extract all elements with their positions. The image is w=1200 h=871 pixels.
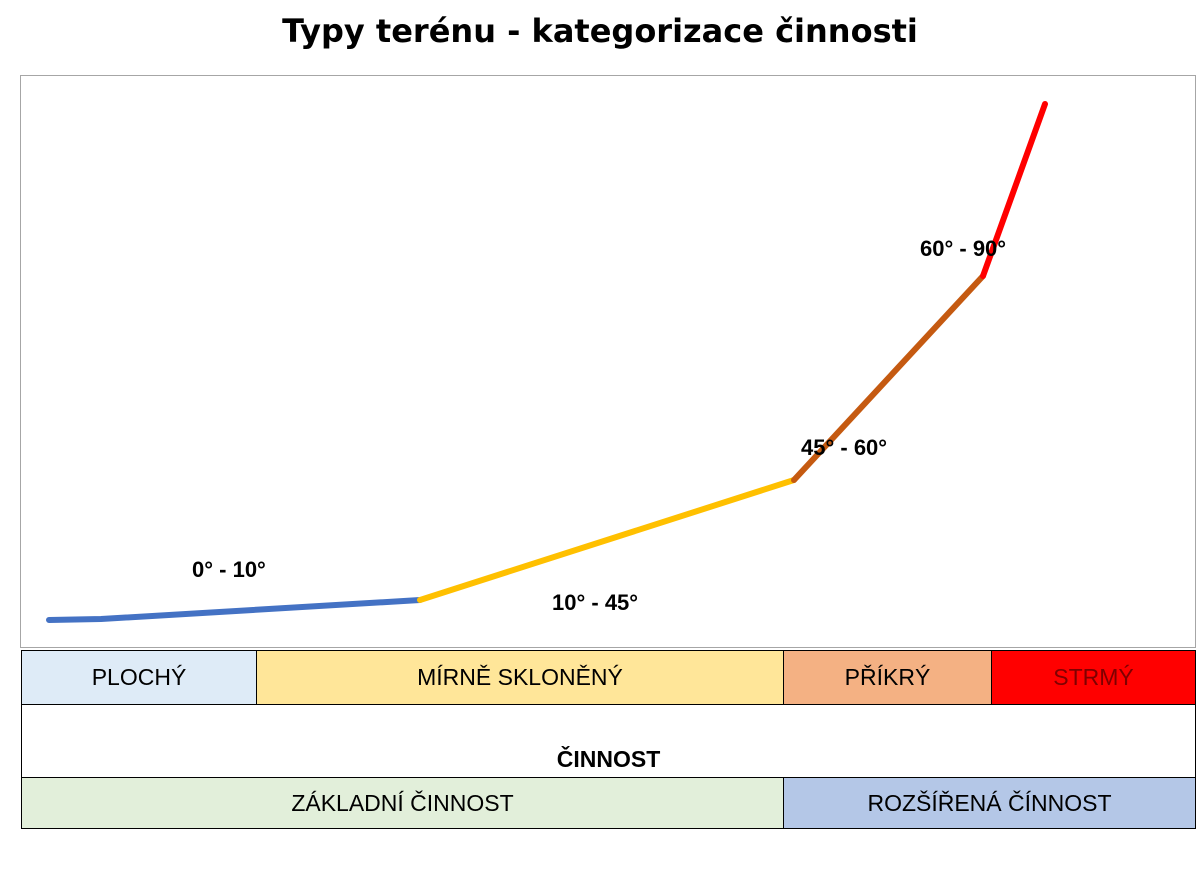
terrain-profile-area: 0° - 10° 10° - 45° 45° - 60° 60° - 90° — [20, 75, 1196, 648]
segment-line-steep — [791, 273, 986, 483]
segment-label-gentle: 10° - 45° — [552, 590, 639, 615]
segment-label-vertical: 60° - 90° — [920, 236, 1007, 261]
terrain-cell-vertical: STRMÝ — [992, 651, 1195, 704]
segment-line-flat — [46, 597, 423, 623]
segment-line-vertical — [980, 101, 1048, 279]
terrain-cell-gentle: MÍRNĚ SKLONĚNÝ — [257, 651, 784, 704]
terrain-type-row: PLOCHÝ MÍRNĚ SKLONĚNÝ PŘÍKRÝ STRMÝ — [21, 650, 1196, 705]
diagram-title: Typy terénu - kategorizace činnosti — [282, 12, 918, 50]
terrain-profile-svg — [46, 101, 1048, 623]
activity-heading-row: ČINNOST — [21, 704, 1196, 778]
segment-label-flat: 0° - 10° — [192, 557, 266, 582]
activity-heading: ČINNOST — [556, 746, 661, 772]
segment-line-gentle — [417, 477, 797, 603]
activity-row: ZÁKLADNÍ ČINNOST ROZŠÍŘENÁ ČÍNNOST — [21, 777, 1196, 829]
segment-label-steep: 45° - 60° — [801, 435, 888, 460]
terrain-cell-flat: PLOCHÝ — [22, 651, 257, 704]
terrain-cell-steep: PŘÍKRÝ — [784, 651, 992, 704]
activity-cell-basic: ZÁKLADNÍ ČINNOST — [22, 778, 784, 828]
activity-cell-extended: ROZŠÍŘENÁ ČÍNNOST — [784, 778, 1195, 828]
